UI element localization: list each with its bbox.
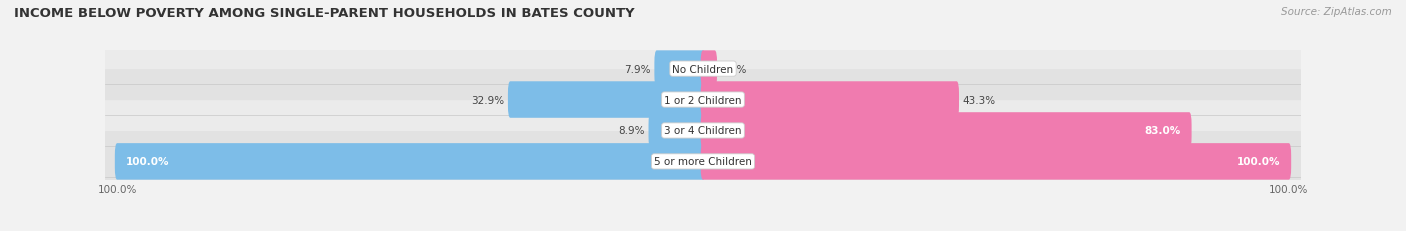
FancyBboxPatch shape: [700, 113, 1191, 149]
Text: No Children: No Children: [672, 64, 734, 74]
Text: 8.9%: 8.9%: [619, 126, 645, 136]
FancyBboxPatch shape: [115, 143, 706, 180]
Text: 2.0%: 2.0%: [721, 64, 747, 74]
Text: 1 or 2 Children: 1 or 2 Children: [664, 95, 742, 105]
FancyBboxPatch shape: [654, 51, 706, 88]
Text: 83.0%: 83.0%: [1144, 126, 1181, 136]
Text: 100.0%: 100.0%: [1236, 157, 1279, 167]
FancyBboxPatch shape: [103, 39, 1303, 100]
FancyBboxPatch shape: [103, 131, 1303, 192]
FancyBboxPatch shape: [700, 51, 717, 88]
FancyBboxPatch shape: [508, 82, 706, 118]
Text: 43.3%: 43.3%: [963, 95, 995, 105]
Text: Source: ZipAtlas.com: Source: ZipAtlas.com: [1281, 7, 1392, 17]
Text: 3 or 4 Children: 3 or 4 Children: [664, 126, 742, 136]
FancyBboxPatch shape: [700, 143, 1291, 180]
FancyBboxPatch shape: [103, 70, 1303, 130]
FancyBboxPatch shape: [700, 82, 959, 118]
Text: 32.9%: 32.9%: [471, 95, 505, 105]
FancyBboxPatch shape: [103, 101, 1303, 161]
Text: INCOME BELOW POVERTY AMONG SINGLE-PARENT HOUSEHOLDS IN BATES COUNTY: INCOME BELOW POVERTY AMONG SINGLE-PARENT…: [14, 7, 634, 20]
FancyBboxPatch shape: [648, 113, 706, 149]
Text: 100.0%: 100.0%: [127, 157, 170, 167]
Text: 7.9%: 7.9%: [624, 64, 651, 74]
Text: 5 or more Children: 5 or more Children: [654, 157, 752, 167]
